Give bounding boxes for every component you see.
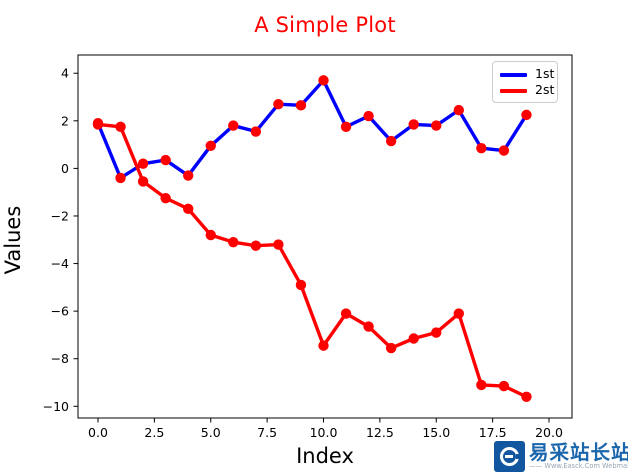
data-point-1st: [521, 109, 532, 121]
data-point-1st: [340, 121, 352, 132]
legend-label: 1st: [535, 66, 555, 82]
x-tick-label: 20.0: [535, 425, 563, 440]
data-point-1st: [363, 110, 374, 122]
data-point-2st: [183, 203, 194, 215]
watermark-site-name: 易采站长站: [529, 440, 628, 464]
x-tick-label: 17.5: [479, 425, 507, 440]
data-point-1st: [385, 135, 397, 147]
data-point-1st: [137, 158, 149, 169]
x-tick-label: 0.0: [88, 425, 108, 440]
data-point-1st: [205, 140, 216, 151]
data-point-2st: [340, 308, 352, 319]
data-point-1st: [498, 145, 510, 156]
legend-item-1st: 1st: [500, 66, 555, 82]
y-tick-label: −6: [51, 304, 69, 319]
data-point-1st: [250, 126, 262, 137]
x-tick-label: 2.5: [144, 425, 164, 440]
data-point-1st: [183, 170, 194, 181]
data-point-2st: [273, 239, 284, 250]
series-line-2st: [96, 122, 529, 399]
x-axis-label: Index: [296, 444, 354, 468]
data-point-2st: [115, 121, 126, 132]
data-point-2st: [250, 240, 262, 251]
data-point-2st: [295, 279, 307, 291]
data-point-2st: [160, 192, 171, 204]
legend-line-swatch-red: [500, 88, 527, 93]
data-point-1st: [318, 75, 329, 86]
legend: 1st 2st: [492, 61, 558, 103]
chart-title: A Simple Plot: [254, 13, 396, 37]
data-point-2st: [408, 333, 419, 344]
y-axis-label: Values: [1, 205, 25, 275]
data-point-2st: [476, 379, 487, 391]
data-point-1st: [476, 142, 487, 154]
y-tick-label: −10: [43, 399, 69, 414]
x-tick-label: 10.0: [310, 425, 338, 440]
data-point-2st: [521, 391, 532, 402]
legend-line-swatch-blue: [500, 72, 527, 77]
data-point-1st: [115, 172, 126, 184]
data-point-1st: [295, 100, 307, 111]
data-point-2st: [431, 327, 442, 338]
data-point-1st: [453, 104, 464, 116]
data-point-2st: [228, 236, 239, 248]
x-tick-label: 12.5: [366, 425, 394, 440]
easck-logo-icon: [494, 441, 525, 472]
data-point-2st: [453, 308, 464, 319]
x-tick-label: 15.0: [422, 425, 450, 440]
watermark: 易采站长站 —— Www.Easck.Com Webmaster: [494, 438, 628, 475]
y-tick-label: −4: [51, 256, 69, 271]
data-point-1st: [273, 98, 284, 110]
data-point-2st: [205, 229, 216, 241]
y-tick-label: 0: [61, 161, 69, 176]
data-point-2st: [92, 119, 104, 130]
data-point-2st: [137, 176, 149, 187]
data-point-1st: [408, 119, 419, 130]
x-tick-label: 7.5: [257, 425, 277, 440]
y-tick-label: 2: [61, 113, 69, 128]
legend-item-2st: 2st: [500, 82, 555, 98]
y-tick-label: 4: [61, 66, 69, 81]
axes-frame: [77, 54, 573, 419]
x-tick-label: 5.0: [201, 425, 221, 440]
y-tick-label: −2: [51, 208, 69, 223]
y-tick-label: −8: [51, 351, 69, 366]
watermark-text: 易采站长站 —— Www.Easck.Com Webmaster: [529, 443, 628, 471]
data-point-1st: [431, 120, 442, 131]
data-point-1st: [160, 154, 171, 166]
logo-notch: [516, 454, 522, 459]
data-point-2st: [318, 340, 329, 351]
watermark-subtitle: —— Www.Easck.Com Webmaster: [529, 462, 628, 471]
data-point-2st: [363, 321, 374, 332]
legend-label: 2st: [535, 82, 555, 98]
data-point-2st: [498, 380, 510, 392]
data-point-2st: [385, 342, 397, 354]
data-point-1st: [228, 120, 239, 131]
